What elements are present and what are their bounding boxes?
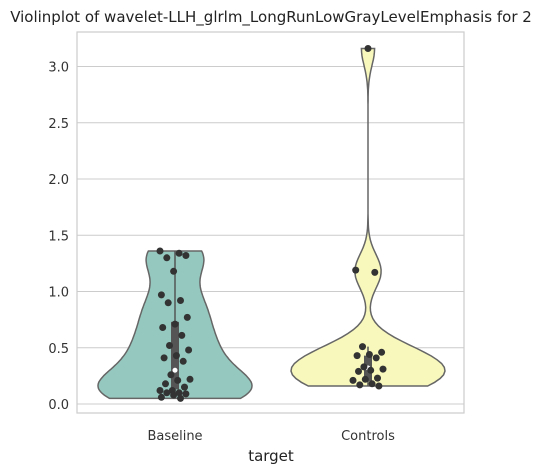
data-point — [365, 351, 373, 358]
data-point — [174, 376, 182, 384]
data-point — [372, 354, 380, 362]
y-tick-label: 2.5 — [48, 117, 69, 132]
data-point — [352, 266, 360, 274]
violin-controls — [290, 47, 446, 387]
box-median — [172, 367, 178, 373]
data-point — [156, 247, 164, 255]
data-point — [171, 320, 179, 328]
data-point — [181, 383, 188, 391]
data-point — [182, 390, 190, 398]
data-point — [186, 375, 194, 383]
x-tick-label: Baseline — [147, 429, 202, 444]
y-tick-label: 3.0 — [48, 61, 69, 76]
data-point — [185, 346, 193, 354]
x-axis-label: target — [248, 447, 294, 465]
data-point — [156, 387, 164, 394]
data-point — [170, 391, 178, 399]
x-tick-labels: Baseline Controls — [147, 429, 395, 444]
data-points — [156, 45, 387, 402]
data-point — [368, 380, 376, 388]
plot-frame — [76, 31, 465, 414]
y-tick-label: 1.5 — [48, 229, 69, 244]
data-point — [379, 365, 387, 373]
violins — [97, 47, 446, 400]
data-point — [172, 352, 180, 360]
data-point — [177, 297, 184, 304]
data-point — [360, 363, 368, 371]
data-point — [179, 357, 187, 365]
data-point — [175, 389, 183, 397]
data-point — [164, 299, 172, 307]
x-tick-label: Controls — [341, 429, 395, 444]
data-point — [177, 394, 184, 402]
y-tick-label: 2.0 — [48, 173, 69, 188]
data-point — [349, 376, 357, 384]
data-point — [159, 324, 167, 331]
data-point — [182, 252, 190, 259]
y-tick-label: 1.0 — [48, 286, 69, 301]
data-point — [356, 381, 364, 389]
y-tick-labels: 0.0 0.5 1.0 1.5 2.0 2.5 3.0 — [48, 61, 69, 414]
data-point — [378, 348, 386, 356]
data-point — [183, 313, 191, 321]
data-point — [167, 371, 175, 379]
data-point — [166, 342, 173, 349]
data-point — [367, 366, 375, 374]
data-point — [353, 352, 361, 360]
data-point — [364, 45, 372, 52]
data-point — [162, 380, 169, 388]
data-point — [163, 254, 171, 262]
data-point — [175, 249, 183, 257]
chart-title: Violinplot of wavelet-LLH_glrlm_LongRunL… — [10, 8, 532, 27]
data-point — [355, 367, 362, 375]
data-point — [375, 382, 383, 390]
y-tick-label: 0.5 — [48, 342, 69, 357]
data-point — [361, 375, 369, 383]
data-point — [178, 331, 186, 339]
data-point — [374, 374, 381, 382]
data-point — [160, 354, 168, 362]
y-tick-label: 0.0 — [48, 398, 69, 413]
data-point — [359, 343, 366, 351]
data-point — [163, 389, 171, 397]
data-point — [170, 267, 178, 275]
data-point — [371, 268, 379, 276]
data-point — [157, 291, 165, 299]
data-point — [157, 393, 165, 401]
